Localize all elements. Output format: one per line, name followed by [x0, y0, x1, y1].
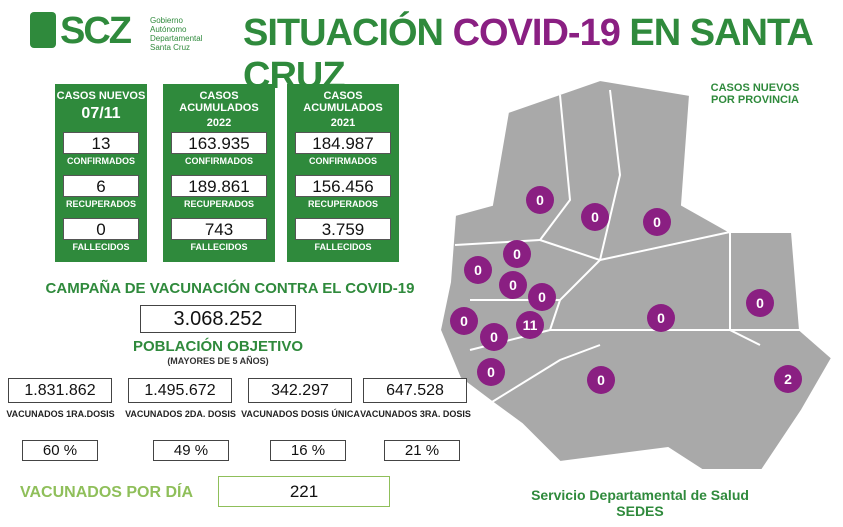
- map-title: CASOS NUEVOS POR PROVINCIA: [700, 82, 810, 106]
- province-marker: 0: [450, 307, 478, 335]
- map-title-line: POR PROVINCIA: [710, 94, 799, 106]
- logo-subtitle-line: Departamental: [150, 34, 203, 43]
- footer-line: Servicio Departamental de Salud: [531, 487, 749, 503]
- target-note: (MAYORES DE 5 AÑOS): [167, 356, 269, 366]
- panel-label: RECUPERADOS: [183, 199, 254, 209]
- logo-subtitle-line: Autónomo: [150, 25, 187, 34]
- province-marker: 0: [480, 323, 508, 351]
- panel-label: RECUPERADOS: [65, 199, 136, 209]
- per-day-label: VACUNADOS POR DÍA: [20, 484, 194, 501]
- province-marker: 0: [526, 186, 554, 214]
- panel-subtitle: 2021: [330, 117, 356, 129]
- dose-label: VACUNADOS 3RA. DOSIS: [360, 409, 471, 419]
- footer: Servicio Departamental de Salud SEDES: [490, 487, 790, 519]
- panel-label: CONFIRMADOS: [185, 156, 253, 166]
- province-marker: 0: [643, 208, 671, 236]
- vaccination-title: CAMPAÑA DE VACUNACIÓN CONTRA EL COVID-19: [45, 280, 415, 297]
- province-marker: 2: [774, 365, 802, 393]
- map-title-line: CASOS NUEVOS: [710, 82, 800, 94]
- panel-value: 163.935: [171, 132, 267, 154]
- dose-value: 1.495.672: [128, 378, 232, 403]
- province-marker: 0: [587, 366, 615, 394]
- dose-label: VACUNADOS 1RA.DOSIS: [6, 409, 115, 419]
- province-marker: 0: [528, 283, 556, 311]
- province-marker: 0: [581, 203, 609, 231]
- panel-label: FALLECIDOS: [314, 242, 372, 252]
- dose-value: 647.528: [363, 378, 467, 403]
- panel-value: 6: [63, 175, 139, 197]
- per-day-value: 221: [218, 476, 390, 507]
- panel: CASOS ACUMULADOS 2022 163.935 CONFIRMADOS 18…: [163, 84, 275, 262]
- panel-value: 184.987: [295, 132, 391, 154]
- province-marker: 0: [647, 304, 675, 332]
- panel-value: 0: [63, 218, 139, 240]
- panel-title: CASOS ACUMULADOS: [179, 90, 259, 114]
- province-marker: 0: [499, 271, 527, 299]
- logo: SCZ: [60, 10, 132, 52]
- footer-line: SEDES: [616, 503, 664, 519]
- title: SITUACIÓN COVID-19 EN SANTA CRUZ: [243, 12, 843, 98]
- dose-percent: 60 %: [22, 440, 98, 461]
- title-part: SITUACIÓN: [243, 12, 444, 54]
- dose-value: 342.297: [248, 378, 352, 403]
- panel-value: 13: [63, 132, 139, 154]
- logo-shield: [30, 12, 56, 48]
- panel-value: 3.759: [295, 218, 391, 240]
- logo-subtitle-line: Gobierno: [150, 16, 183, 25]
- province-marker: 11: [516, 311, 544, 339]
- logo-subtitle: Gobierno Autónomo Departamental Santa Cruz: [150, 16, 202, 52]
- dose-percent: 16 %: [270, 440, 346, 461]
- target-value: 3.068.252: [140, 305, 296, 333]
- panel: CASOS ACUMULADOS 2021 184.987 CONFIRMADOS 15…: [287, 84, 399, 262]
- province-marker: 0: [464, 256, 492, 284]
- dose-label: VACUNADOS 2DA. DOSIS: [125, 409, 236, 419]
- dose-percent: 21 %: [384, 440, 460, 461]
- panel-subtitle: 07/11: [81, 105, 121, 122]
- province-marker: 0: [503, 240, 531, 268]
- panel-value: 189.861: [171, 175, 267, 197]
- dose-value: 1.831.862: [8, 378, 112, 403]
- panel-value: 743: [171, 218, 267, 240]
- dose-percent: 49 %: [153, 440, 229, 461]
- province-marker: 0: [746, 289, 774, 317]
- target-label: POBLACIÓN OBJETIVO: [132, 338, 304, 355]
- panel-title: CASOS ACUMULADOS: [303, 90, 383, 114]
- panel-label: RECUPERADOS: [307, 199, 378, 209]
- panel-title: CASOS NUEVOS: [56, 90, 146, 102]
- panel: CASOS NUEVOS 07/11 13 CONFIRMADOS 6 RECUPERAD…: [55, 84, 147, 262]
- panel-label: CONFIRMADOS: [309, 156, 377, 166]
- panel-subtitle: 2022: [206, 117, 232, 129]
- logo-subtitle-line: Santa Cruz: [150, 43, 191, 52]
- map: [438, 78, 834, 471]
- title-part: COVID-19: [452, 12, 621, 54]
- panel-label: FALLECIDOS: [72, 242, 130, 252]
- panel-label: CONFIRMADOS: [67, 156, 135, 166]
- dose-label: VACUNADOS DOSIS ÚNICA: [241, 409, 360, 419]
- province-marker: 0: [477, 358, 505, 386]
- panel-label: FALLECIDOS: [190, 242, 248, 252]
- panel-value: 156.456: [295, 175, 391, 197]
